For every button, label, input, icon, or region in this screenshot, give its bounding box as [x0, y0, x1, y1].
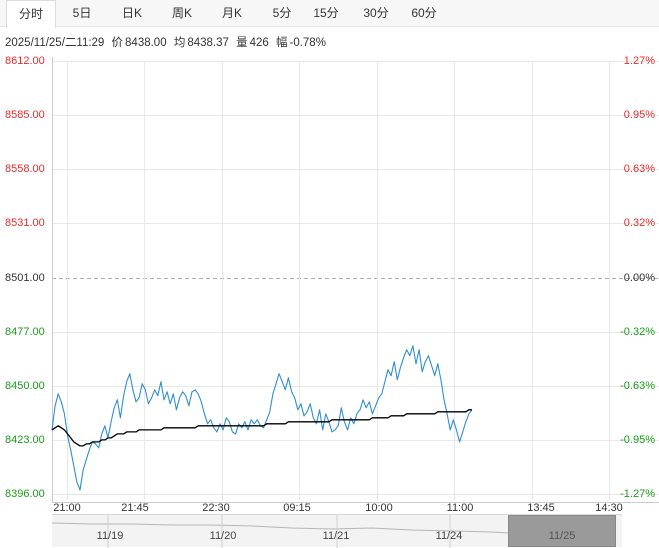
- y-tick-left: 8396.00: [5, 488, 45, 500]
- y-tick-right: 0.32%: [623, 217, 655, 230]
- tab-5min[interactable]: 5分: [272, 6, 292, 20]
- x-tick: 10:00: [365, 502, 393, 514]
- period-tabs: 分时 5日 日K 周K 月K 5分 15分 30分 60分: [0, 0, 659, 28]
- y-tick-right: -0.63%: [620, 379, 655, 392]
- y-tick-left: 8423.00: [5, 433, 45, 446]
- tab-intraday[interactable]: 分时: [6, 0, 56, 28]
- tab-15min[interactable]: 15分: [313, 6, 339, 20]
- tab-30min[interactable]: 30分: [363, 6, 389, 20]
- quote-info-bar: 2025/11/25/二11:29 价 8438.00 均 8438.37 量 426…: [5, 34, 330, 50]
- tab-weekly-k[interactable]: 周K: [171, 6, 192, 20]
- y-tick-right: 0.63%: [623, 163, 655, 176]
- navigator-selected-date: 11/25: [548, 530, 576, 542]
- navigator-selected-window[interactable]: 11/25: [508, 515, 616, 547]
- x-tick: 13:45: [527, 502, 555, 514]
- x-tick: 11:00: [446, 502, 474, 514]
- x-tick: 21:45: [121, 502, 149, 514]
- y-tick-left: 8450.00: [5, 379, 45, 392]
- y-tick-right: 0.95%: [623, 109, 655, 122]
- x-tick: 22:30: [202, 502, 230, 514]
- y-tick-left: 8585.00: [5, 109, 45, 122]
- y-tick-right: -0.32%: [620, 325, 655, 338]
- y-tick-right: -1.27%: [620, 488, 655, 500]
- y-tick-left: 8612.00: [5, 55, 45, 67]
- price-label: 价: [111, 37, 124, 49]
- tab-60min[interactable]: 60分: [411, 6, 437, 20]
- navigator-overview-line: [52, 515, 509, 548]
- price-value: 8438.00: [125, 37, 167, 49]
- x-tick: 14:30: [595, 502, 623, 514]
- x-tick: 09:15: [283, 502, 311, 514]
- avg-value: 8438.37: [187, 37, 229, 49]
- average-series-line: [51, 409, 472, 447]
- navigator-date[interactable]: 11/19: [96, 530, 124, 542]
- tab-daily-k[interactable]: 日K: [121, 6, 142, 20]
- tab-monthly-k[interactable]: 月K: [221, 6, 242, 20]
- y-tick-right: 0.00%: [623, 271, 655, 284]
- navigator-date[interactable]: 11/21: [322, 530, 350, 542]
- volume-label: 量: [236, 37, 248, 49]
- change-label: 幅: [275, 37, 288, 49]
- x-tick: 21:00: [53, 502, 81, 514]
- tab-5day[interactable]: 5日: [72, 6, 92, 20]
- y-tick-left: 8501.00: [5, 271, 45, 284]
- price-series-line: [51, 345, 473, 491]
- y-tick-left: 8477.00: [5, 325, 45, 338]
- volume-value: 426: [249, 37, 269, 49]
- avg-label: 均: [173, 37, 186, 49]
- navigator-date[interactable]: 11/24: [435, 530, 463, 542]
- y-tick-right: 1.27%: [623, 55, 655, 67]
- y-tick-right: -0.95%: [620, 433, 655, 446]
- quote-datetime: 2025/11/25/二11:29: [5, 37, 105, 49]
- y-tick-left: 8558.00: [5, 163, 45, 176]
- change-value: -0.78%: [289, 37, 326, 49]
- y-tick-left: 8531.00: [5, 217, 45, 230]
- navigator-date[interactable]: 11/20: [209, 530, 237, 542]
